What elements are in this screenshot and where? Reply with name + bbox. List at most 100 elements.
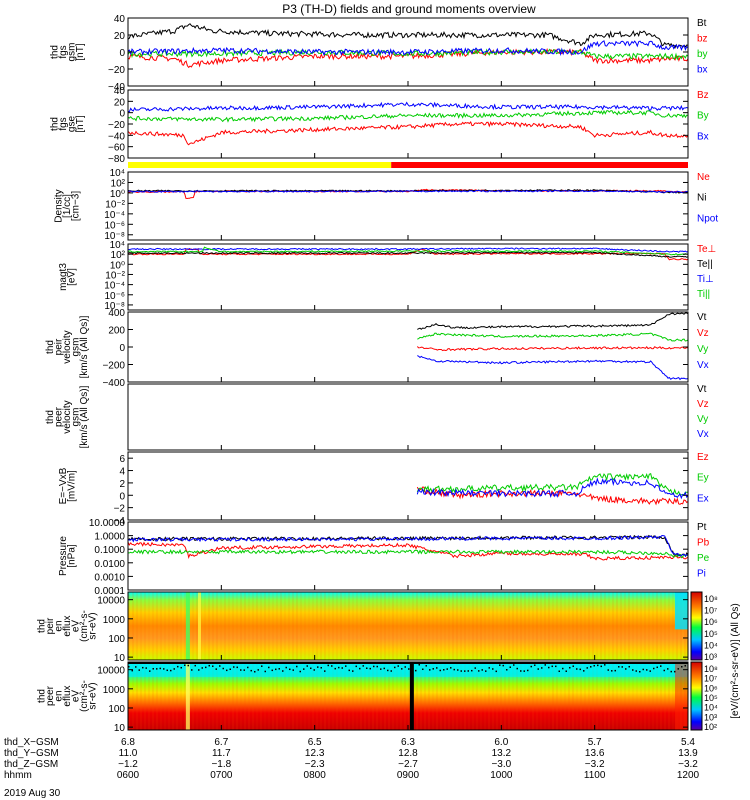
peer-spectrogram-dot <box>653 667 655 670</box>
peir-spectrogram-streak <box>148 592 150 660</box>
peer-spectrogram-dot <box>516 667 518 670</box>
y-axis-label: thd <box>49 45 60 59</box>
peer-spectrogram-dot <box>684 665 686 667</box>
peer-spectrogram-dot <box>495 670 497 673</box>
y-axis-label: [nPa] <box>66 544 77 568</box>
peir-spectrogram-streak <box>520 592 522 660</box>
peir-spectrogram-streak <box>664 592 666 660</box>
peer-spectrogram-streak <box>296 662 298 730</box>
peer-spectrogram-streak <box>568 662 570 730</box>
y-tick-label: −20 <box>108 65 125 76</box>
y-tick-label: 10⁻⁶ <box>104 220 125 231</box>
y-tick-label: 1000 <box>103 685 126 696</box>
peir-spectrogram-streak <box>132 592 134 660</box>
y-tick-label: 0.0100 <box>94 559 125 570</box>
peer-spectrogram-dot <box>534 664 536 666</box>
peer-spectrogram-dot <box>474 667 476 669</box>
y-tick-label: 6 <box>119 454 125 465</box>
peer-spectrogram-dot <box>614 669 616 672</box>
peer-spectrogram-streak <box>160 662 162 730</box>
series-Pt <box>127 534 689 558</box>
peer-spectrogram-streak <box>272 662 274 730</box>
peir-spectrogram-streak <box>540 592 542 660</box>
peer-spectrogram-streak <box>232 662 234 730</box>
peer-spectrogram-dot <box>530 665 532 668</box>
peir-spectrogram-streak <box>168 592 170 660</box>
y-axis-label: [cm−3] <box>71 191 82 222</box>
peir-spectrogram-streak <box>252 592 254 660</box>
peer-spectrogram-dot <box>215 668 217 670</box>
peer-spectrogram-dot <box>313 669 315 671</box>
y-axis-label: velocity <box>62 400 73 433</box>
peir-spectrogram-streak <box>128 592 130 660</box>
peer-spectrogram-dot <box>544 664 546 666</box>
peir-spectrogram-streak <box>324 592 326 660</box>
peer-spectrogram-streak <box>328 662 330 730</box>
peer-spectrogram-streak <box>148 662 150 730</box>
y-axis-label: eflux <box>62 685 73 706</box>
peer-spectrogram-streak <box>476 662 478 730</box>
peer-spectrogram-streak <box>528 662 530 730</box>
peer-spectrogram-streak <box>628 662 630 730</box>
peir-spectrogram-streak <box>396 592 398 660</box>
peer-spectrogram-dot <box>439 669 441 672</box>
y-tick-label: −40 <box>108 131 125 142</box>
peer-spectrogram-dot <box>464 670 466 672</box>
y-axis-label: sr-eV) <box>88 682 99 709</box>
peir-spectrogram-streak <box>468 592 470 660</box>
peer-spectrogram-streak <box>496 662 498 730</box>
y-axis-label: en <box>54 620 65 631</box>
peir-spectrogram-streak <box>328 592 330 660</box>
y-axis-label: peir <box>54 338 65 355</box>
peer-spectrogram-streak <box>636 662 638 730</box>
peer-spectrogram-streak <box>556 662 558 730</box>
peer-spectrogram-streak <box>276 662 278 730</box>
legend-Ti||: Ti|| <box>697 289 710 300</box>
peir-spectrogram-streak <box>256 592 258 660</box>
peer-spectrogram-dot <box>572 665 574 667</box>
peir-spectrogram-streak <box>276 592 278 660</box>
peer-spectrogram-dot <box>362 665 364 667</box>
peir-spectrogram-streak <box>652 592 654 660</box>
peer-spectrogram-dot <box>583 670 585 672</box>
series-Ti⊥ <box>128 247 689 253</box>
peer-spectrogram-dot <box>404 666 406 668</box>
peer-spectrogram-dot <box>149 670 151 672</box>
peir-spectrogram-streak <box>444 592 446 660</box>
peer-spectrogram-dot <box>418 664 420 666</box>
peir-spectrogram-streak <box>504 592 506 660</box>
y-tick-label: 40 <box>114 86 126 97</box>
peir-spectrogram-streak <box>644 592 646 660</box>
peer-spectrogram-streak <box>216 662 218 730</box>
peir-spectrogram <box>128 592 688 660</box>
peir-spectrogram-streak <box>556 592 558 660</box>
peer-spectrogram-dot <box>656 666 658 669</box>
peir-spectrogram-streak <box>484 592 486 660</box>
y-tick-label: 10⁰ <box>110 260 125 271</box>
peer-spectrogram-streak <box>352 662 354 730</box>
peer-spectrogram-streak <box>560 662 562 730</box>
peir-spectrogram-streak <box>604 592 606 660</box>
y-axis-label: [nT] <box>75 43 86 60</box>
x-tick-label: −3.0 <box>491 759 511 770</box>
peir-spectrogram-streak <box>400 592 402 660</box>
peer-spectrogram-streak <box>448 662 450 730</box>
peir-spectrogram-streak <box>180 592 182 660</box>
peir-spectrogram-streak <box>292 592 294 660</box>
peir-spectrogram-streak <box>552 592 554 660</box>
peir-spectrogram-streak <box>596 592 598 660</box>
legend-Vt: Vt <box>697 312 707 323</box>
y-tick-label: −4 <box>114 516 126 527</box>
peer-spectrogram-dot <box>334 667 336 670</box>
peer-spectrogram-dot <box>660 665 662 667</box>
peer-spectrogram-streak <box>396 662 398 730</box>
legend-Vz: Vz <box>697 328 709 339</box>
x-tick-label: 12.3 <box>305 748 325 759</box>
peer-spectrogram-streak <box>184 662 186 730</box>
y-tick-label: 0.1000 <box>94 545 125 556</box>
legend-Ez: Ez <box>697 452 709 463</box>
x-row-label: thd_Z−GSM <box>4 759 58 770</box>
y-tick-label: −60 <box>108 143 125 154</box>
series-Npot <box>127 189 689 194</box>
y-tick-label: 40 <box>114 14 126 25</box>
